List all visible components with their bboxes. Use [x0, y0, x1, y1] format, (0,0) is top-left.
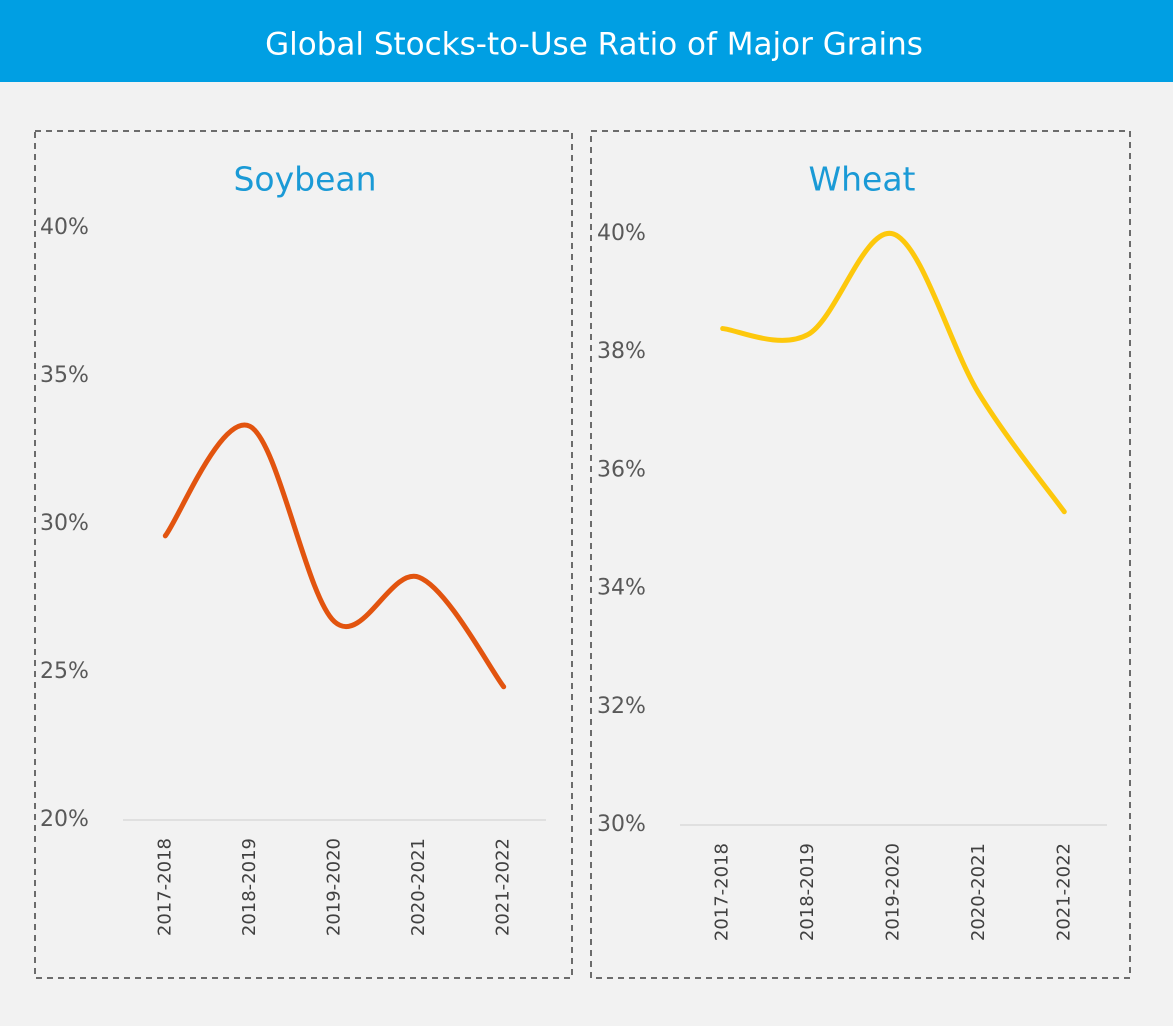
line-series	[162, 422, 507, 690]
panel-border	[590, 130, 1131, 979]
x-tick-label: 2021-2022	[493, 838, 514, 936]
x-tick-label: 2019-2020	[883, 843, 904, 941]
x-tick-label: 2020-2021	[968, 843, 989, 941]
y-tick-label: 30%	[40, 511, 89, 536]
y-tick-label: 34%	[597, 576, 646, 601]
line-series	[720, 231, 1067, 515]
y-tick-label: 25%	[40, 659, 89, 684]
x-tick-label: 2018-2019	[239, 838, 260, 936]
header-band	[0, 0, 1173, 82]
panel-title: Soybean	[233, 160, 376, 199]
y-tick-label: 30%	[597, 812, 646, 837]
x-tick-label: 2018-2019	[797, 843, 818, 941]
panel-title: Wheat	[808, 160, 915, 199]
panel-border	[34, 130, 573, 979]
x-tick-label: 2019-2020	[324, 838, 345, 936]
y-tick-label: 38%	[597, 339, 646, 364]
y-tick-label: 35%	[40, 363, 89, 388]
x-tick-label: 2017-2018	[154, 838, 175, 936]
x-tick-label: 2017-2018	[712, 843, 733, 941]
y-tick-label: 40%	[40, 215, 89, 240]
y-tick-label: 36%	[597, 457, 646, 482]
page-title: Global Stocks-to-Use Ratio of Major Grai…	[265, 27, 923, 63]
x-tick-label: 2020-2021	[408, 838, 429, 936]
y-tick-label: 32%	[597, 694, 646, 719]
y-tick-label: 20%	[40, 807, 89, 832]
x-tick-label: 2021-2022	[1053, 843, 1074, 941]
y-tick-label: 40%	[597, 221, 646, 246]
